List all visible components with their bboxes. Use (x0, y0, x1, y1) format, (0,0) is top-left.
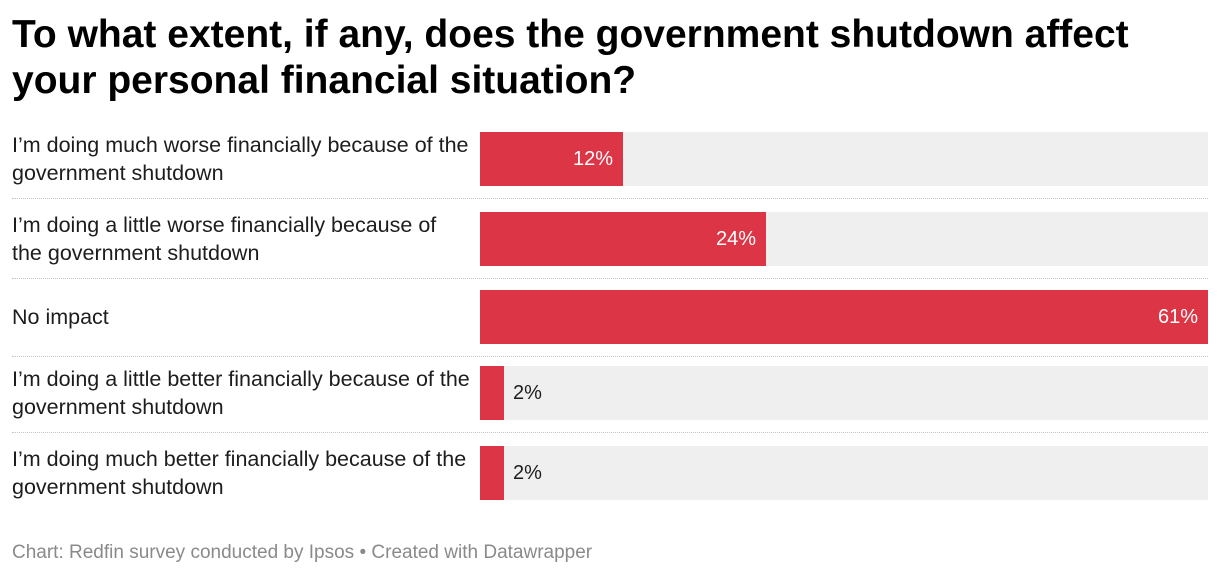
bar-track: 24% (480, 212, 1208, 266)
bar-track: 61% (480, 290, 1208, 344)
chart-footer: Chart: Redfin survey conducted by Ipsos … (12, 542, 592, 564)
bar-track: 2% (480, 446, 1208, 500)
value-label: 2% (513, 382, 542, 404)
value-label: 12% (572, 148, 613, 170)
category-label: I’m doing much better financially becaus… (12, 447, 467, 499)
credit-note: Created with Datawrapper (371, 542, 593, 563)
category-label: I’m doing much worse financially because… (12, 133, 469, 185)
source-note: Chart: Redfin survey conducted by Ipsos (12, 542, 355, 563)
footer-separator: • (359, 542, 367, 563)
row-separator (12, 432, 1208, 433)
bar (480, 290, 1208, 344)
value-label: 2% (513, 462, 542, 484)
category-label: I’m doing a little better financially be… (12, 367, 470, 419)
bar (480, 212, 766, 266)
chart-title: To what extent, if any, does the governm… (12, 13, 1129, 102)
bar (480, 446, 504, 500)
category-label: No impact (12, 305, 109, 329)
row-separator (12, 356, 1208, 357)
bar (480, 366, 504, 420)
category-label: I’m doing a little worse financially bec… (12, 213, 437, 265)
value-label: 61% (1157, 306, 1198, 328)
bar-track: 2% (480, 366, 1208, 420)
bar (480, 132, 623, 186)
row-separator (12, 198, 1208, 199)
bar-track: 12% (480, 132, 1208, 186)
value-label: 24% (715, 228, 756, 250)
row-separator (12, 278, 1208, 279)
